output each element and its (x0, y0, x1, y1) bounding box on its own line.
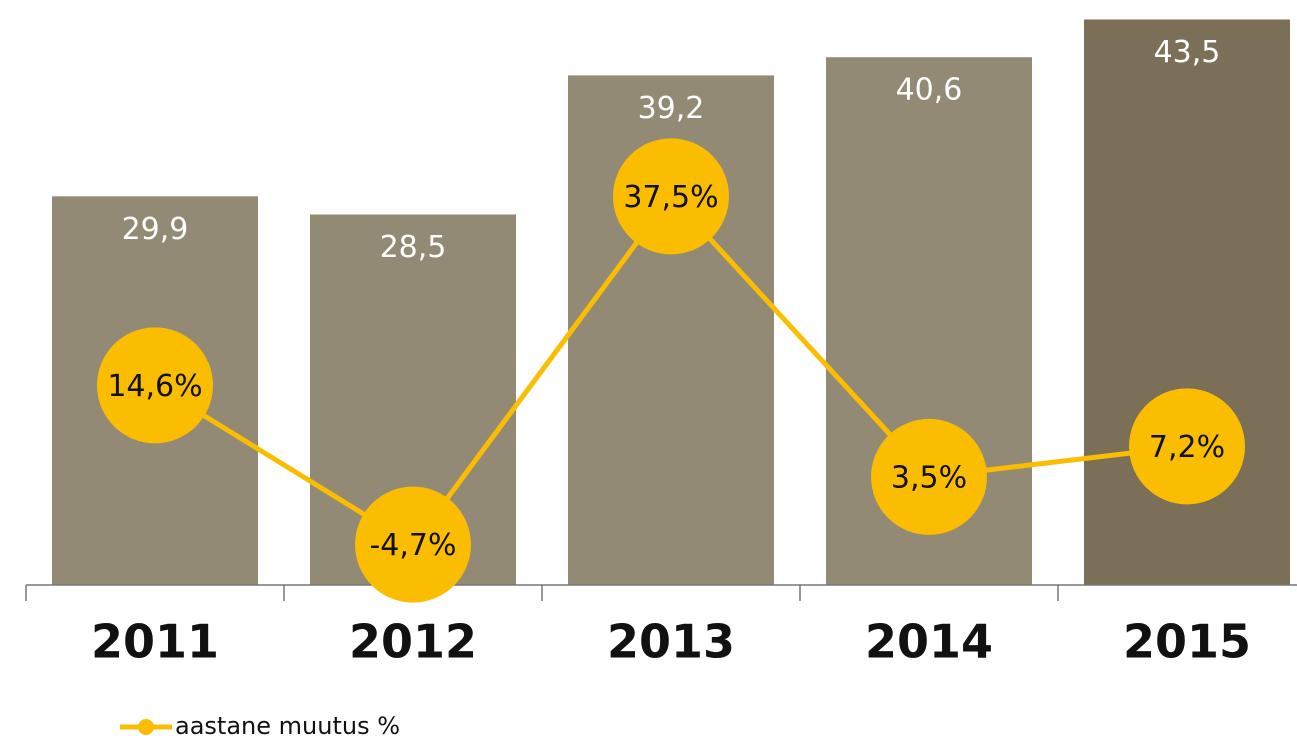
line-marker (1129, 388, 1245, 505)
line-value-label: 37,5% (623, 180, 718, 215)
bar-value-label: 39,2 (638, 91, 705, 126)
x-tick-label: 2011 (91, 615, 219, 669)
line-value-label: -4,7% (369, 528, 456, 563)
line-marker (871, 418, 987, 535)
x-tick-label: 2012 (349, 615, 477, 669)
line-value-label: 3,5% (891, 460, 967, 495)
line-marker (613, 138, 729, 255)
line-value-label: 7,2% (1149, 430, 1225, 465)
x-tick-label: 2013 (607, 615, 735, 669)
line-marker (355, 486, 471, 603)
legend-label: aastane muutus % (175, 712, 400, 740)
legend-marker (138, 719, 154, 735)
x-tick-label: 2014 (865, 615, 993, 669)
line-value-label: 14,6% (107, 369, 202, 404)
x-tick-label: 2015 (1123, 615, 1251, 669)
bar-value-label: 28,5 (380, 230, 447, 265)
line-marker (97, 327, 213, 444)
bar-value-label: 29,9 (122, 212, 189, 247)
bar-value-label: 40,6 (896, 73, 963, 108)
bar-value-label: 43,5 (1154, 35, 1221, 70)
